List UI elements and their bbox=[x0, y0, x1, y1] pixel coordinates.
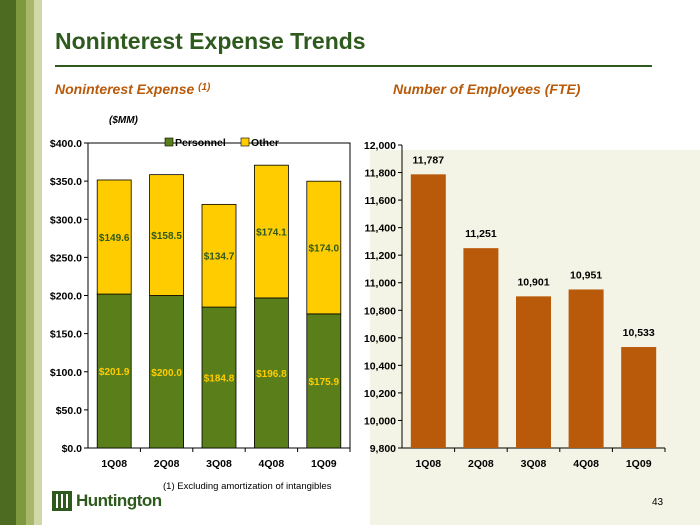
x-tick-label: 3Q08 bbox=[521, 458, 547, 470]
page-number: 43 bbox=[652, 497, 664, 508]
bar-personnel bbox=[201, 306, 237, 449]
y-tick-label: 10,000 bbox=[364, 415, 396, 427]
left-chart-subtitle: Noninterest Expense (1) bbox=[55, 81, 210, 97]
right-chart-subtitle: Number of Employees (FTE) bbox=[393, 81, 581, 97]
data-label-other: $174.1 bbox=[256, 228, 287, 239]
data-label-fte: 10,901 bbox=[517, 276, 549, 288]
title-divider bbox=[55, 65, 652, 67]
y-tick-label: 10,200 bbox=[364, 388, 396, 400]
x-tick-label: 1Q08 bbox=[101, 458, 127, 470]
logo-wordmark: Huntington bbox=[76, 491, 162, 510]
x-tick-label: 4Q08 bbox=[259, 458, 285, 470]
y-tick-label: $50.0 bbox=[56, 405, 82, 417]
y-tick-label: 10,600 bbox=[364, 333, 396, 345]
x-tick-label: 3Q08 bbox=[206, 458, 232, 470]
y-tick-label: $300.0 bbox=[50, 214, 82, 226]
y-tick-label: 11,600 bbox=[364, 195, 396, 207]
decorative-stripe bbox=[34, 0, 42, 525]
y-tick-label: 12,000 bbox=[364, 140, 396, 152]
x-tick-label: 4Q08 bbox=[573, 458, 599, 470]
x-tick-label: 1Q08 bbox=[415, 458, 441, 470]
bar-other bbox=[253, 164, 289, 299]
decorative-stripe bbox=[0, 0, 16, 525]
page-title: Noninterest Expense Trends bbox=[55, 28, 366, 54]
bar-other bbox=[201, 203, 237, 308]
data-label-fte: 11,251 bbox=[465, 228, 497, 240]
y-tick-label: $350.0 bbox=[50, 176, 82, 188]
data-label-other: $134.7 bbox=[204, 252, 235, 263]
units-label: ($MM) bbox=[109, 115, 138, 126]
logo-mark-icon bbox=[52, 491, 72, 511]
data-label-fte: 11,787 bbox=[413, 154, 445, 166]
data-label-personnel: $175.9 bbox=[309, 377, 340, 388]
y-tick-label: 11,400 bbox=[364, 223, 396, 235]
y-tick-label: 11,200 bbox=[364, 250, 396, 262]
bar-fte bbox=[568, 289, 604, 448]
decorative-stripe bbox=[26, 0, 34, 525]
y-tick-label: $150.0 bbox=[50, 329, 82, 341]
y-tick-label: 11,800 bbox=[364, 168, 396, 180]
decorative-stripe bbox=[16, 0, 26, 525]
data-label-personnel: $196.8 bbox=[256, 369, 287, 380]
legend-label-other: Other bbox=[251, 137, 279, 149]
y-tick-label: $250.0 bbox=[50, 252, 82, 264]
y-tick-label: $200.0 bbox=[50, 291, 82, 303]
data-label-personnel: $201.9 bbox=[99, 367, 130, 378]
footnote-marker: (1) bbox=[198, 82, 211, 93]
x-tick-label: 1Q09 bbox=[626, 458, 652, 470]
data-label-other: $158.5 bbox=[151, 231, 182, 242]
data-label-other: $174.0 bbox=[309, 244, 340, 255]
y-tick-label: 10,400 bbox=[364, 360, 396, 372]
bar-fte bbox=[516, 296, 551, 448]
legend-swatch-personnel bbox=[164, 137, 174, 147]
x-tick-label: 2Q08 bbox=[468, 458, 494, 470]
bar-other bbox=[306, 180, 342, 315]
data-label-personnel: $200.0 bbox=[151, 368, 182, 379]
x-tick-label: 1Q09 bbox=[311, 458, 337, 470]
x-tick-label: 2Q08 bbox=[154, 458, 180, 470]
data-label-fte: 10,951 bbox=[570, 269, 602, 281]
bar-personnel bbox=[253, 297, 289, 449]
y-tick-label: 11,000 bbox=[364, 278, 396, 290]
bar-fte bbox=[463, 248, 499, 448]
data-label-fte: 10,533 bbox=[623, 327, 655, 339]
bar-personnel bbox=[306, 313, 342, 449]
legend-swatch-other bbox=[240, 137, 250, 147]
left-chart-subtitle-text: Noninterest Expense bbox=[55, 81, 195, 97]
bar-fte bbox=[410, 174, 446, 448]
bar-personnel bbox=[96, 293, 132, 449]
huntington-logo: Huntington bbox=[52, 489, 162, 513]
y-tick-label: $400.0 bbox=[50, 138, 82, 150]
legend-label-personnel: Personnel bbox=[175, 137, 226, 149]
bar-other bbox=[149, 174, 185, 296]
data-label-personnel: $184.8 bbox=[204, 374, 235, 385]
y-tick-label: $0.0 bbox=[62, 443, 83, 455]
bar-fte bbox=[621, 347, 657, 448]
footnote: (1) Excluding amortization of intangible… bbox=[163, 481, 332, 492]
y-tick-label: 9,800 bbox=[370, 443, 396, 455]
data-label-other: $149.6 bbox=[99, 233, 130, 244]
bar-other bbox=[96, 179, 132, 295]
bar-personnel bbox=[149, 295, 185, 449]
y-tick-label: $100.0 bbox=[50, 367, 82, 379]
y-tick-label: 10,800 bbox=[364, 305, 396, 317]
